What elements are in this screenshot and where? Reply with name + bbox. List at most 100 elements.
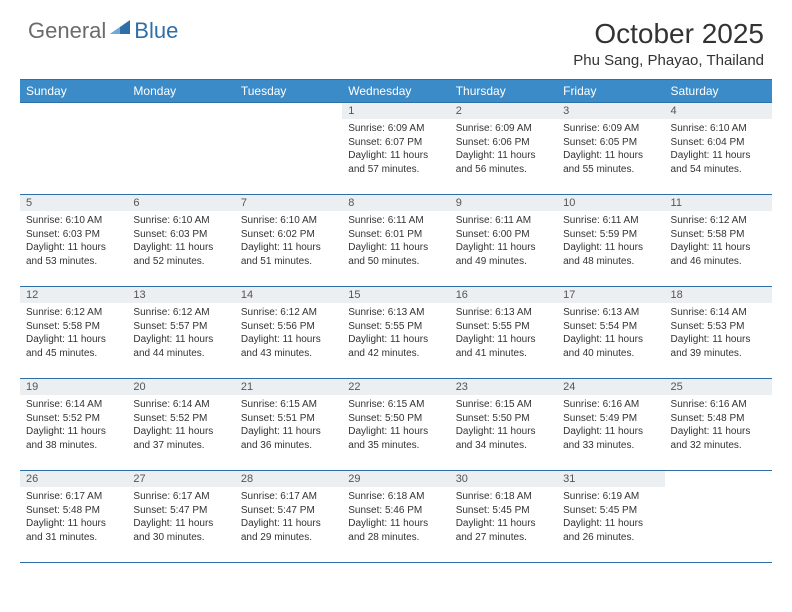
daylight-text-2: and 31 minutes. [26, 531, 121, 545]
day-details: Sunrise: 6:10 AMSunset: 6:04 PMDaylight:… [665, 119, 772, 180]
day-number: 19 [20, 379, 127, 395]
day-number: 24 [557, 379, 664, 395]
daylight-text-2: and 34 minutes. [456, 439, 551, 453]
title-block: October 2025 Phu Sang, Phayao, Thailand [573, 18, 764, 69]
calendar-day-cell: 13Sunrise: 6:12 AMSunset: 5:57 PMDayligh… [127, 287, 234, 379]
daylight-text-1: Daylight: 11 hours [348, 241, 443, 255]
sunrise-text: Sunrise: 6:17 AM [241, 490, 336, 504]
daylight-text-2: and 53 minutes. [26, 255, 121, 269]
weekday-header: Friday [557, 80, 664, 103]
calendar-day-cell: 28Sunrise: 6:17 AMSunset: 5:47 PMDayligh… [235, 471, 342, 563]
sunset-text: Sunset: 5:47 PM [133, 504, 228, 518]
calendar-day-cell: 17Sunrise: 6:13 AMSunset: 5:54 PMDayligh… [557, 287, 664, 379]
day-details: Sunrise: 6:16 AMSunset: 5:49 PMDaylight:… [557, 395, 664, 456]
calendar-week-row: 26Sunrise: 6:17 AMSunset: 5:48 PMDayligh… [20, 471, 772, 563]
sunrise-text: Sunrise: 6:10 AM [133, 214, 228, 228]
daylight-text-2: and 30 minutes. [133, 531, 228, 545]
daylight-text-1: Daylight: 11 hours [563, 425, 658, 439]
daylight-text-1: Daylight: 11 hours [133, 425, 228, 439]
daylight-text-1: Daylight: 11 hours [456, 425, 551, 439]
day-details: Sunrise: 6:16 AMSunset: 5:48 PMDaylight:… [665, 395, 772, 456]
day-number: 28 [235, 471, 342, 487]
sunset-text: Sunset: 6:07 PM [348, 136, 443, 150]
day-number: 8 [342, 195, 449, 211]
day-details: Sunrise: 6:10 AMSunset: 6:03 PMDaylight:… [127, 211, 234, 272]
weekday-header: Wednesday [342, 80, 449, 103]
sunrise-text: Sunrise: 6:09 AM [563, 122, 658, 136]
weekday-header: Tuesday [235, 80, 342, 103]
sunrise-text: Sunrise: 6:09 AM [456, 122, 551, 136]
calendar-day-cell: 11Sunrise: 6:12 AMSunset: 5:58 PMDayligh… [665, 195, 772, 287]
day-details: Sunrise: 6:15 AMSunset: 5:50 PMDaylight:… [450, 395, 557, 456]
page-header: General Blue October 2025 Phu Sang, Phay… [0, 0, 792, 73]
day-number: 27 [127, 471, 234, 487]
sunrise-text: Sunrise: 6:12 AM [241, 306, 336, 320]
daylight-text-2: and 46 minutes. [671, 255, 766, 269]
day-details: Sunrise: 6:13 AMSunset: 5:55 PMDaylight:… [342, 303, 449, 364]
sunset-text: Sunset: 6:06 PM [456, 136, 551, 150]
daylight-text-2: and 32 minutes. [671, 439, 766, 453]
daylight-text-2: and 33 minutes. [563, 439, 658, 453]
calendar-day-cell: 20Sunrise: 6:14 AMSunset: 5:52 PMDayligh… [127, 379, 234, 471]
sunset-text: Sunset: 5:47 PM [241, 504, 336, 518]
day-number: 11 [665, 195, 772, 211]
calendar-day-cell: 21Sunrise: 6:15 AMSunset: 5:51 PMDayligh… [235, 379, 342, 471]
daylight-text-1: Daylight: 11 hours [456, 149, 551, 163]
sunset-text: Sunset: 5:50 PM [456, 412, 551, 426]
sunset-text: Sunset: 5:49 PM [563, 412, 658, 426]
daylight-text-1: Daylight: 11 hours [26, 333, 121, 347]
sunset-text: Sunset: 5:45 PM [563, 504, 658, 518]
daylight-text-2: and 48 minutes. [563, 255, 658, 269]
day-details: Sunrise: 6:17 AMSunset: 5:48 PMDaylight:… [20, 487, 127, 548]
daylight-text-2: and 39 minutes. [671, 347, 766, 361]
sunrise-text: Sunrise: 6:09 AM [348, 122, 443, 136]
daylight-text-1: Daylight: 11 hours [563, 241, 658, 255]
sunset-text: Sunset: 5:59 PM [563, 228, 658, 242]
calendar-day-cell: 22Sunrise: 6:15 AMSunset: 5:50 PMDayligh… [342, 379, 449, 471]
day-number: 23 [450, 379, 557, 395]
sunrise-text: Sunrise: 6:13 AM [456, 306, 551, 320]
day-number: 26 [20, 471, 127, 487]
sunset-text: Sunset: 6:02 PM [241, 228, 336, 242]
sunset-text: Sunset: 6:03 PM [26, 228, 121, 242]
sunset-text: Sunset: 6:01 PM [348, 228, 443, 242]
calendar-day-cell: 14Sunrise: 6:12 AMSunset: 5:56 PMDayligh… [235, 287, 342, 379]
sunrise-text: Sunrise: 6:13 AM [563, 306, 658, 320]
sunrise-text: Sunrise: 6:15 AM [456, 398, 551, 412]
day-details: Sunrise: 6:09 AMSunset: 6:07 PMDaylight:… [342, 119, 449, 180]
day-details: Sunrise: 6:11 AMSunset: 6:01 PMDaylight:… [342, 211, 449, 272]
day-details: Sunrise: 6:12 AMSunset: 5:56 PMDaylight:… [235, 303, 342, 364]
sunrise-text: Sunrise: 6:14 AM [26, 398, 121, 412]
daylight-text-1: Daylight: 11 hours [456, 517, 551, 531]
sunrise-text: Sunrise: 6:11 AM [348, 214, 443, 228]
daylight-text-1: Daylight: 11 hours [133, 517, 228, 531]
daylight-text-2: and 37 minutes. [133, 439, 228, 453]
calendar-day-cell: 23Sunrise: 6:15 AMSunset: 5:50 PMDayligh… [450, 379, 557, 471]
daylight-text-1: Daylight: 11 hours [241, 333, 336, 347]
day-details: Sunrise: 6:19 AMSunset: 5:45 PMDaylight:… [557, 487, 664, 548]
sunrise-text: Sunrise: 6:10 AM [241, 214, 336, 228]
daylight-text-1: Daylight: 11 hours [241, 425, 336, 439]
sunrise-text: Sunrise: 6:16 AM [563, 398, 658, 412]
logo-triangle-icon [110, 20, 130, 43]
sunset-text: Sunset: 5:50 PM [348, 412, 443, 426]
daylight-text-2: and 41 minutes. [456, 347, 551, 361]
calendar-day-cell: 26Sunrise: 6:17 AMSunset: 5:48 PMDayligh… [20, 471, 127, 563]
day-details: Sunrise: 6:11 AMSunset: 6:00 PMDaylight:… [450, 211, 557, 272]
sunset-text: Sunset: 6:05 PM [563, 136, 658, 150]
calendar-day-cell: 27 Sunrise: 6:17 AMSunset: 5:47 PMDayligh… [127, 471, 234, 563]
day-number: 17 [557, 287, 664, 303]
sunrise-text: Sunrise: 6:17 AM [133, 490, 228, 504]
daylight-text-1: Daylight: 11 hours [348, 333, 443, 347]
calendar-day-cell: 8Sunrise: 6:11 AMSunset: 6:01 PMDaylight… [342, 195, 449, 287]
sunset-text: Sunset: 5:51 PM [241, 412, 336, 426]
daylight-text-2: and 57 minutes. [348, 163, 443, 177]
calendar-day-cell: 31Sunrise: 6:19 AMSunset: 5:45 PMDayligh… [557, 471, 664, 563]
daylight-text-2: and 26 minutes. [563, 531, 658, 545]
calendar-body: 1Sunrise: 6:09 AMSunset: 6:07 PMDaylight… [20, 103, 772, 563]
calendar-day-cell: 6Sunrise: 6:10 AMSunset: 6:03 PMDaylight… [127, 195, 234, 287]
day-details: Sunrise: 6:09 AMSunset: 6:06 PMDaylight:… [450, 119, 557, 180]
daylight-text-1: Daylight: 11 hours [348, 425, 443, 439]
weekday-header-row: Sunday Monday Tuesday Wednesday Thursday… [20, 80, 772, 103]
daylight-text-1: Daylight: 11 hours [563, 517, 658, 531]
